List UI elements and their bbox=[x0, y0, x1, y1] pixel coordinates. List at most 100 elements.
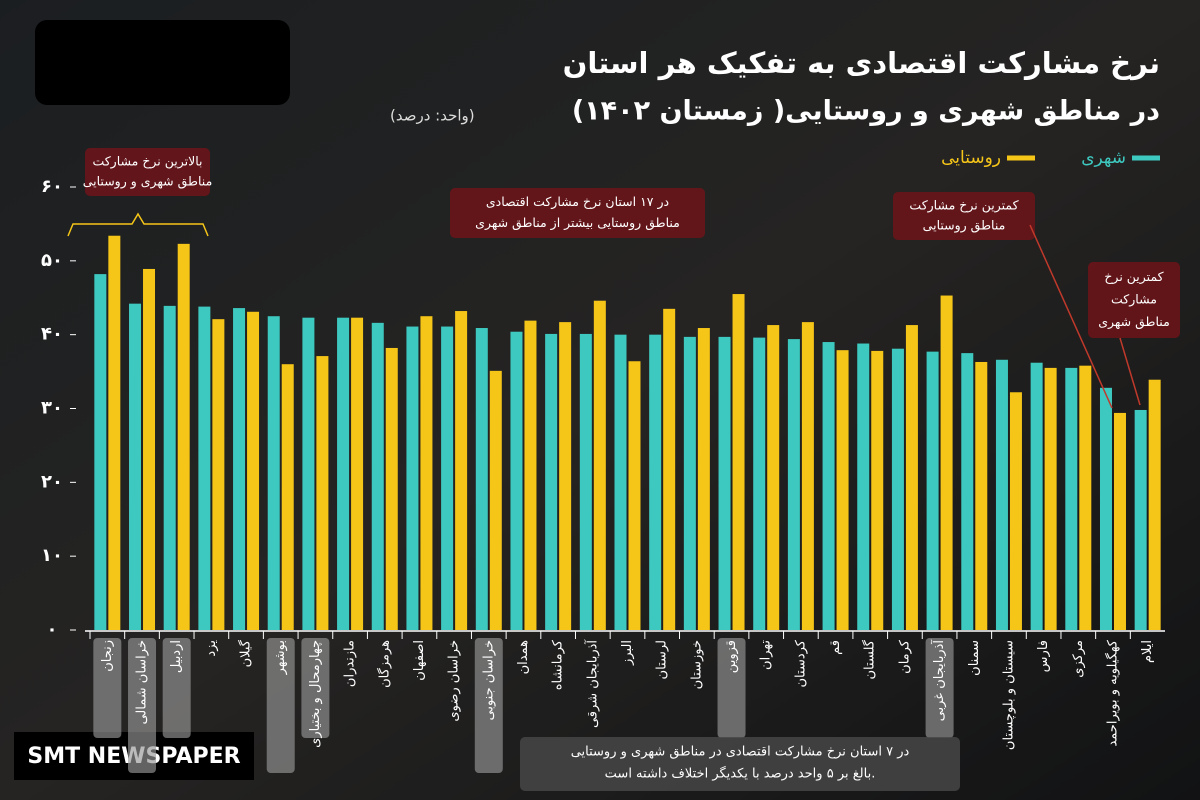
x-tick-label: زنجان bbox=[100, 640, 115, 672]
bar bbox=[836, 350, 849, 630]
x-tick-label: خراسان رضوی bbox=[447, 640, 462, 722]
bar bbox=[233, 308, 246, 630]
x-tick-label: سمنان bbox=[967, 640, 982, 676]
category-highlight bbox=[301, 638, 330, 738]
bar bbox=[524, 320, 537, 630]
bar bbox=[198, 306, 211, 630]
x-tick-label: کردستان bbox=[793, 639, 808, 687]
bar bbox=[1099, 387, 1112, 630]
x-tick-label: کهگیلویه و بویراحمد bbox=[1104, 639, 1120, 746]
annotation-text: کمترین نرخ bbox=[1104, 269, 1163, 285]
x-tick-label: کرمان bbox=[897, 639, 912, 674]
bar bbox=[871, 350, 884, 630]
x-tick-label: یزد bbox=[204, 640, 219, 657]
x-tick-label: گلستان bbox=[862, 639, 878, 679]
bar bbox=[143, 268, 156, 630]
annotation-text: مناطق شهری و روستایی bbox=[83, 174, 213, 190]
x-tick-label: ایلام bbox=[1140, 640, 1155, 663]
bar bbox=[857, 343, 870, 630]
note-box bbox=[520, 737, 960, 791]
legend-label: شهری bbox=[1081, 148, 1126, 168]
annotation-text: مشارکت bbox=[1111, 292, 1157, 308]
x-tick-label: کرمانشاه bbox=[551, 639, 566, 690]
legend-label: روستایی bbox=[941, 148, 1001, 168]
annotation-text: در ۱۷ استان نرخ مشارکت اقتصادی bbox=[486, 194, 669, 210]
bar bbox=[302, 317, 315, 630]
bar bbox=[718, 336, 731, 630]
bar bbox=[663, 308, 676, 630]
note-text: در ۷ استان نرخ مشارکت اقتصادی در مناطق ش… bbox=[571, 745, 910, 760]
bar bbox=[961, 353, 974, 630]
category-highlight bbox=[162, 638, 191, 738]
bar bbox=[455, 311, 468, 630]
x-tick-label: گیلان bbox=[238, 639, 254, 667]
bar bbox=[628, 361, 641, 630]
x-tick-label: قزوین bbox=[724, 640, 739, 673]
annotation-pointer bbox=[1119, 337, 1141, 406]
annotation-box bbox=[893, 192, 1035, 240]
x-tick-label: خراسان شمالی bbox=[135, 640, 150, 725]
bar bbox=[475, 328, 488, 630]
bar bbox=[891, 348, 904, 630]
bar bbox=[995, 359, 1008, 630]
bar bbox=[1079, 365, 1092, 630]
bar bbox=[281, 364, 294, 630]
y-tick-label: ۵۰ bbox=[41, 250, 63, 271]
x-tick-label: تهران bbox=[759, 640, 774, 670]
bar bbox=[510, 331, 523, 630]
annotation-text: کمترین نرخ مشارکت bbox=[909, 198, 1018, 214]
annotation-text: مناطق شهری bbox=[1098, 314, 1170, 330]
x-tick-label: فارس bbox=[1036, 640, 1051, 672]
bar bbox=[129, 303, 142, 630]
bar bbox=[1044, 367, 1057, 630]
bar bbox=[212, 319, 225, 630]
bar bbox=[649, 334, 662, 630]
bar bbox=[351, 317, 364, 630]
annotation-text: بالاترین نرخ مشارکت bbox=[92, 154, 202, 170]
bar bbox=[371, 322, 384, 630]
bar bbox=[975, 361, 988, 630]
bar bbox=[545, 333, 558, 630]
x-tick-label: چهارمحال و بختیاری bbox=[308, 640, 323, 748]
bar bbox=[801, 322, 814, 630]
y-tick-label: ۴۰ bbox=[41, 324, 63, 345]
y-tick-label: ۲۰ bbox=[41, 471, 63, 492]
bar bbox=[787, 339, 800, 630]
bar bbox=[559, 322, 572, 630]
bar bbox=[732, 294, 745, 630]
x-tick-label: مرکزی bbox=[1071, 640, 1086, 678]
annotation-box bbox=[450, 188, 705, 238]
category-highlight bbox=[925, 638, 954, 738]
y-tick-label: ۰ bbox=[47, 619, 58, 640]
y-tick-label: ۶۰ bbox=[41, 176, 63, 197]
unit-note: (واحد: درصد) bbox=[390, 107, 475, 125]
category-highlight bbox=[474, 638, 503, 773]
category-highlight bbox=[128, 638, 157, 773]
bar bbox=[593, 300, 606, 630]
bar bbox=[247, 311, 260, 630]
category-highlight bbox=[93, 638, 122, 738]
x-tick-label: خوزستان bbox=[689, 640, 704, 689]
bar bbox=[753, 337, 766, 630]
bar bbox=[385, 347, 398, 630]
x-tick-label: لرستان bbox=[655, 640, 670, 679]
bar bbox=[1009, 392, 1022, 630]
x-tick-label: البرز bbox=[620, 640, 635, 666]
x-tick-label: آذربایجان غربی bbox=[930, 639, 947, 722]
bar bbox=[1113, 412, 1126, 630]
bar bbox=[94, 274, 107, 630]
bar bbox=[767, 325, 780, 630]
x-tick-label: اردبیل bbox=[169, 640, 184, 673]
annotation-box bbox=[1088, 262, 1180, 338]
bar bbox=[614, 334, 627, 630]
bar bbox=[697, 328, 710, 630]
x-tick-label: آذربایجان شرقی bbox=[583, 639, 600, 728]
note-text: بالغ بر ۵ واحد درصد با یکدیگر اختلاف داش… bbox=[605, 766, 876, 782]
bar bbox=[822, 342, 835, 630]
bar bbox=[163, 305, 176, 630]
bar bbox=[441, 326, 454, 630]
bar bbox=[1148, 379, 1161, 630]
bar bbox=[420, 316, 433, 630]
